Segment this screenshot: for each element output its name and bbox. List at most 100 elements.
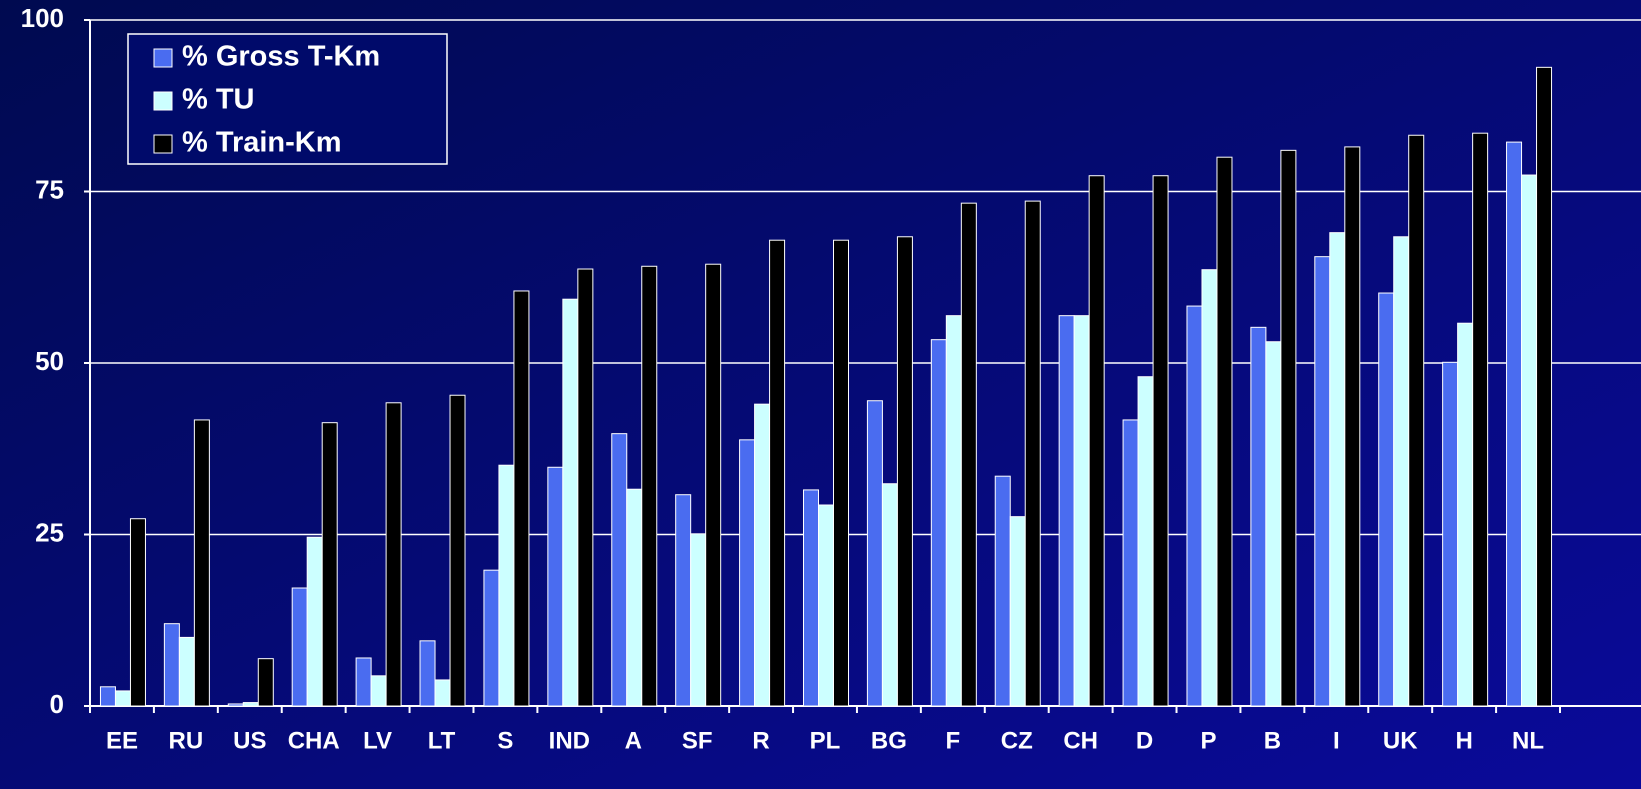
bar xyxy=(930,339,947,707)
x-tick-label: P xyxy=(1200,727,1216,754)
bar xyxy=(1506,141,1523,707)
bar xyxy=(1073,315,1090,707)
bar xyxy=(1186,305,1203,707)
bar xyxy=(626,488,643,707)
x-tick-label: CZ xyxy=(1001,727,1033,754)
bar xyxy=(1314,256,1331,707)
x-tick-label: SF xyxy=(682,727,713,754)
bar xyxy=(896,236,913,707)
bar xyxy=(1329,232,1346,707)
bar xyxy=(1024,200,1041,707)
x-tick-label: BG xyxy=(871,727,907,754)
x-tick-label: LT xyxy=(428,727,456,754)
bar xyxy=(1344,146,1361,707)
x-tick-label: NL xyxy=(1512,727,1544,754)
bar xyxy=(577,268,594,707)
y-tick-label: 75 xyxy=(35,174,64,204)
bar xyxy=(419,640,436,707)
x-tick-label: H xyxy=(1455,727,1472,754)
bar xyxy=(355,657,372,707)
x-tick-label: CHA xyxy=(288,727,340,754)
bar xyxy=(242,702,259,707)
bar xyxy=(945,315,962,707)
bar xyxy=(1137,376,1154,707)
bar xyxy=(611,433,628,707)
y-tick-label: 25 xyxy=(35,517,64,547)
bar xyxy=(833,239,849,707)
bar xyxy=(769,239,786,707)
x-tick-label: S xyxy=(497,727,513,754)
x-tick-label: A xyxy=(625,727,642,754)
bar xyxy=(960,202,977,707)
bar xyxy=(1408,134,1425,707)
bar xyxy=(705,263,722,707)
x-tick-label: UK xyxy=(1383,727,1418,754)
legend-swatch xyxy=(153,48,173,68)
bar xyxy=(99,686,116,707)
bar xyxy=(370,675,387,707)
x-tick-label: D xyxy=(1136,727,1153,754)
bar xyxy=(1250,326,1267,707)
bar xyxy=(675,494,692,707)
bar xyxy=(513,290,530,707)
legend-swatch xyxy=(153,91,173,111)
bar xyxy=(562,298,579,707)
bar xyxy=(1216,156,1233,707)
y-tick-label: 50 xyxy=(35,346,64,376)
bar xyxy=(1280,149,1297,707)
bar xyxy=(866,400,883,707)
bar xyxy=(1378,292,1395,707)
bar xyxy=(227,703,244,707)
bar xyxy=(994,475,1011,707)
bar xyxy=(178,636,195,707)
x-tick-label: CH xyxy=(1063,727,1098,754)
x-tick-label: I xyxy=(1333,727,1340,754)
bar xyxy=(193,419,210,707)
bar xyxy=(1265,341,1282,707)
legend-label: % Gross T-Km xyxy=(182,41,380,73)
bar xyxy=(498,464,515,707)
bar xyxy=(449,394,466,707)
bar xyxy=(547,466,564,707)
x-tick-label: B xyxy=(1264,727,1281,754)
y-tick-label: 100 xyxy=(21,3,64,33)
legend-label: % TU xyxy=(182,84,255,116)
bar xyxy=(1457,322,1474,707)
bar xyxy=(1088,175,1105,707)
bar xyxy=(114,690,131,707)
bar xyxy=(1152,175,1169,707)
x-tick-label: IND xyxy=(549,727,590,754)
bar xyxy=(818,504,834,707)
bar xyxy=(434,679,451,707)
x-tick-label: PL xyxy=(810,727,841,754)
bar xyxy=(1521,174,1538,707)
bar xyxy=(163,623,180,707)
bar xyxy=(739,439,756,707)
legend-label: % Train-Km xyxy=(182,127,342,159)
x-tick-label: LV xyxy=(363,727,392,754)
bar xyxy=(1009,516,1026,707)
bar xyxy=(321,422,338,707)
bar xyxy=(1201,269,1218,707)
legend-box xyxy=(127,33,448,165)
bar xyxy=(385,402,402,707)
bar xyxy=(1122,419,1139,707)
bar xyxy=(257,658,274,707)
bar xyxy=(483,569,500,707)
legend-swatch xyxy=(153,134,173,154)
y-tick-label: 0 xyxy=(50,689,64,719)
bar xyxy=(754,403,771,707)
bar xyxy=(1058,315,1075,707)
x-tick-label: R xyxy=(752,727,769,754)
x-tick-label: US xyxy=(233,727,266,754)
bar xyxy=(1442,361,1459,707)
bar xyxy=(1393,236,1410,707)
bar xyxy=(1472,132,1489,707)
bar xyxy=(803,489,819,707)
bar xyxy=(129,518,146,707)
bar xyxy=(291,587,308,707)
bar xyxy=(1536,66,1553,707)
bar xyxy=(306,536,323,707)
x-tick-label: EE xyxy=(106,727,138,754)
bar xyxy=(881,483,898,707)
